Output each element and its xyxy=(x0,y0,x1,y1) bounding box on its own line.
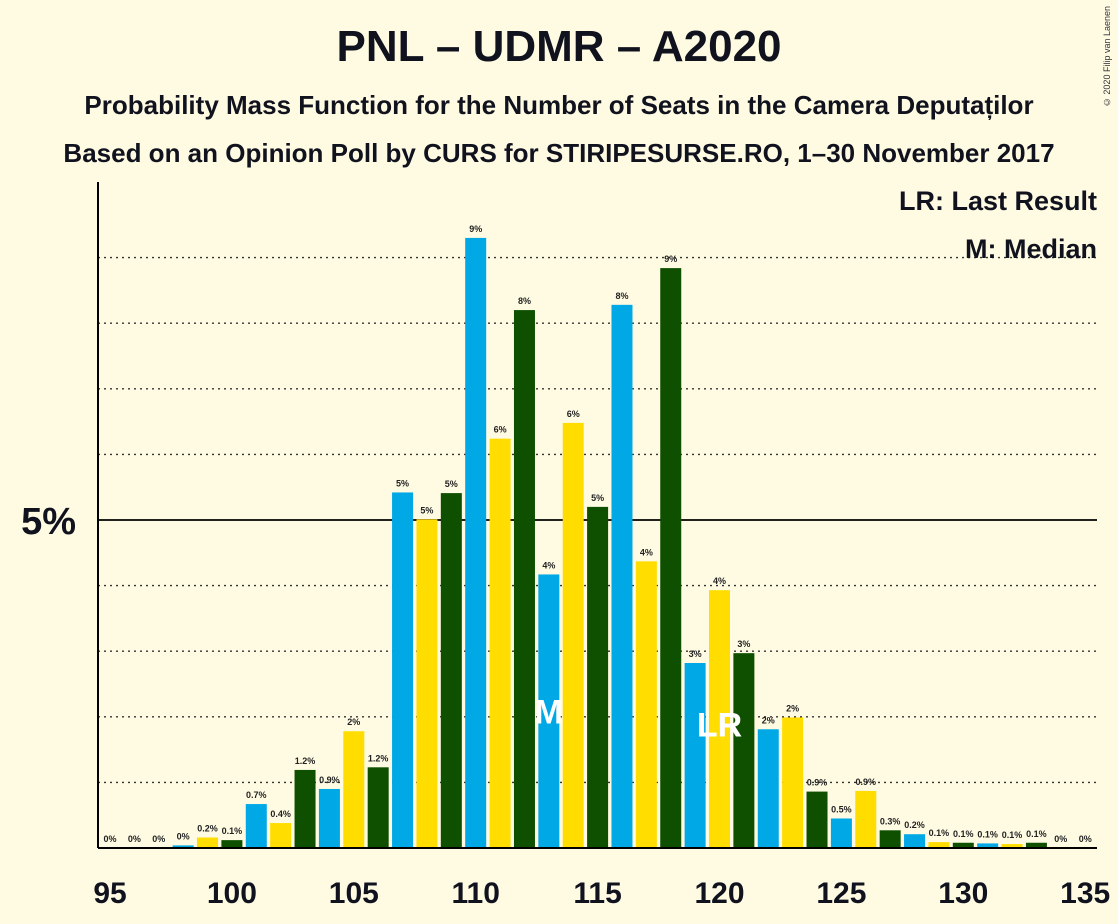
bar-label-seat-118: 9% xyxy=(664,254,677,264)
bar-label-seat-108: 5% xyxy=(420,505,433,515)
bar-label-seat-124: 0.9% xyxy=(807,778,828,788)
chart-subtitle-source: Based on an Opinion Poll by CURS for STI… xyxy=(63,138,1055,168)
bar-seat-118 xyxy=(660,268,682,849)
bar-label-seat-107: 5% xyxy=(396,478,409,488)
bar-seat-129 xyxy=(928,842,950,848)
bar-label-seat-121: 3% xyxy=(737,639,750,649)
bar-seat-101 xyxy=(245,804,267,848)
bar-seat-133 xyxy=(1025,842,1047,848)
bar-label-seat-114: 6% xyxy=(567,409,580,419)
bar-label-seat-123: 2% xyxy=(786,703,799,713)
bar-seat-107 xyxy=(392,492,414,848)
bar-seat-102 xyxy=(270,823,292,848)
bar-label-seat-113: 4% xyxy=(542,560,555,570)
bar-label-seat-126: 0.9% xyxy=(856,777,877,787)
bar-label-seat-112: 8% xyxy=(518,296,531,306)
bar-label-seat-96: 0% xyxy=(128,834,141,844)
bar-label-seat-120: 4% xyxy=(713,576,726,586)
bar-label-seat-115: 5% xyxy=(591,493,604,503)
bar-seat-105 xyxy=(343,731,365,848)
bar-label-seat-131: 0.1% xyxy=(977,829,998,839)
x-tick-110: 110 xyxy=(451,877,499,910)
bar-label-seat-98: 0% xyxy=(177,831,190,841)
bar-label-seat-102: 0.4% xyxy=(270,809,291,819)
bar-label-seat-95: 0% xyxy=(103,834,116,844)
bar-seat-127 xyxy=(879,830,901,848)
bar-label-seat-110: 9% xyxy=(469,224,482,234)
bar-seat-112 xyxy=(513,310,535,849)
bar-seat-100 xyxy=(221,840,243,848)
bar-label-seat-117: 4% xyxy=(640,547,653,557)
bar-label-seat-130: 0.1% xyxy=(953,829,974,839)
x-tick-135: 135 xyxy=(1060,877,1110,910)
axes: 95 100 105 110 115 120 125 130 135 5% xyxy=(21,182,1110,910)
bar-label-seat-106: 1.2% xyxy=(368,753,389,763)
legend-median: M: Median xyxy=(965,234,1097,264)
bar-label-seat-135: 0% xyxy=(1079,834,1092,844)
bar-seat-114 xyxy=(562,422,584,848)
bar-seat-131 xyxy=(977,843,999,848)
bar-label-seat-103: 1.2% xyxy=(295,756,316,766)
bar-label-seat-128: 0.2% xyxy=(904,820,925,830)
legend-last-result: LR: Last Result xyxy=(899,186,1097,216)
x-tick-125: 125 xyxy=(816,877,866,910)
bar-seat-125 xyxy=(830,818,852,848)
bar-label-seat-132: 0.1% xyxy=(1002,830,1023,840)
bar-seat-113 xyxy=(538,574,560,848)
bar-label-seat-127: 0.3% xyxy=(880,816,901,826)
x-tick-95: 95 xyxy=(93,877,126,910)
median-marker: M xyxy=(535,693,563,731)
bar-label-seat-99: 0.2% xyxy=(197,824,218,834)
bar-seat-108 xyxy=(416,519,438,848)
x-tick-130: 130 xyxy=(938,877,988,910)
bar-label-seat-101: 0.7% xyxy=(246,790,267,800)
bar-label-seat-125: 0.5% xyxy=(831,804,852,814)
chart-subtitle: Probability Mass Function for the Number… xyxy=(84,90,1034,120)
bars xyxy=(172,237,1047,849)
chart-title: PNL – UDMR – A2020 xyxy=(336,22,782,71)
bar-label-seat-97: 0% xyxy=(152,834,165,844)
x-tick-100: 100 xyxy=(207,877,257,910)
bar-seat-116 xyxy=(611,304,633,849)
bar-label-seat-129: 0.1% xyxy=(929,828,950,838)
bar-seat-117 xyxy=(635,561,657,848)
bar-seat-130 xyxy=(952,842,974,848)
bar-label-seat-109: 5% xyxy=(445,479,458,489)
x-tick-115: 115 xyxy=(573,877,621,910)
bar-seat-103 xyxy=(294,769,316,848)
bar-label-seat-111: 6% xyxy=(494,425,507,435)
last-result-marker: LR xyxy=(697,706,742,744)
bar-seat-122 xyxy=(757,729,779,848)
bar-label-seat-122: 2% xyxy=(762,715,775,725)
bar-seat-104 xyxy=(318,788,340,848)
bar-seat-124 xyxy=(806,791,828,848)
bar-seat-98 xyxy=(172,845,194,848)
bar-seat-106 xyxy=(367,767,389,848)
bar-seat-110 xyxy=(465,237,487,849)
bar-seat-119 xyxy=(684,663,706,848)
x-tick-120: 120 xyxy=(694,877,744,910)
bar-seat-121 xyxy=(733,653,755,848)
y-tick-5: 5% xyxy=(21,501,76,543)
bar-label-seat-119: 3% xyxy=(689,649,702,659)
bar-label-seat-104: 0.9% xyxy=(319,775,340,785)
bar-seat-109 xyxy=(440,493,462,848)
bar-label-seat-116: 8% xyxy=(615,291,628,301)
bar-label-seat-134: 0% xyxy=(1054,834,1067,844)
x-tick-105: 105 xyxy=(329,877,379,910)
bar-labels: 0% 0% 0% 0%0.2% 0.1%0.7%0.4%1.2%0.9%2%1.2%5%… xyxy=(103,224,1091,844)
bar-seat-120 xyxy=(709,590,730,848)
bar-label-seat-100: 0.1% xyxy=(222,826,243,836)
bar-seat-111 xyxy=(489,438,511,848)
bar-seat-99 xyxy=(197,837,219,848)
bar-seat-126 xyxy=(855,790,877,848)
bar-seat-115 xyxy=(587,506,609,848)
bar-seat-128 xyxy=(904,834,926,848)
bar-seat-132 xyxy=(1001,844,1023,848)
bar-seat-123 xyxy=(782,717,804,848)
bar-label-seat-133: 0.1% xyxy=(1026,829,1047,839)
bar-label-seat-105: 2% xyxy=(347,717,360,727)
